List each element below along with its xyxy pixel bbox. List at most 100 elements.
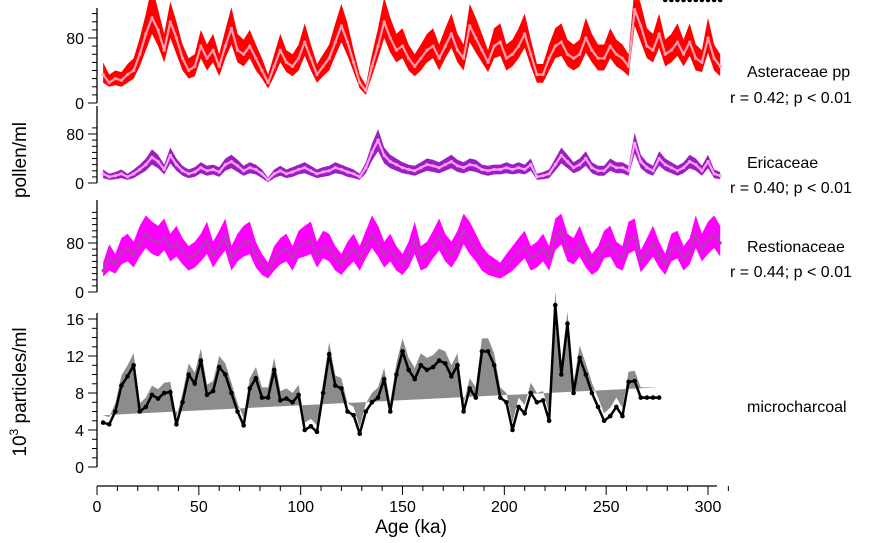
panel-asteraceae-pp: 0 80 Asteraceae pp r = 0.42; p < 0.01 <box>66 0 852 113</box>
data-point <box>168 389 173 395</box>
data-point <box>210 388 216 394</box>
panel-restionaceae: 0 80 Restionaceae r = 0.44; p < 0.01 <box>66 200 852 302</box>
series-stats: r = 0.42; p < 0.01 <box>730 90 852 107</box>
data-point <box>413 64 417 68</box>
data-point <box>552 302 558 308</box>
data-point <box>394 372 399 377</box>
data-point <box>223 235 227 239</box>
data-point <box>700 247 704 251</box>
data-point <box>339 167 343 172</box>
data-point <box>497 395 503 400</box>
data-point <box>504 166 508 170</box>
y-axis-label-charcoal-base: 10 <box>10 435 31 456</box>
data-point <box>394 48 398 52</box>
data-point <box>529 163 533 167</box>
data-point <box>528 390 534 396</box>
y-tick-label: 80 <box>66 236 84 253</box>
data-point <box>571 250 576 254</box>
data-point <box>125 73 130 77</box>
data-point <box>199 247 203 251</box>
data-point <box>462 166 466 170</box>
data-point <box>462 229 466 233</box>
data-point <box>205 238 209 242</box>
data-point <box>681 256 686 260</box>
data-point <box>540 398 546 403</box>
data-point <box>584 36 588 40</box>
data-point <box>706 36 710 40</box>
data-point <box>400 349 405 354</box>
data-point <box>260 68 264 73</box>
data-point <box>437 166 441 170</box>
data-point <box>645 250 649 254</box>
data-point <box>578 163 582 167</box>
data-point <box>254 253 258 257</box>
data-point <box>193 170 197 174</box>
data-point <box>553 163 557 167</box>
data-point <box>162 48 166 52</box>
data-point <box>510 256 515 260</box>
data-point <box>663 163 667 167</box>
data-point <box>657 156 661 161</box>
data-point <box>266 178 270 182</box>
data-point <box>700 169 704 173</box>
data-point <box>504 400 509 405</box>
data-point <box>180 56 185 60</box>
y-tick-label: 80 <box>66 127 84 144</box>
data-point <box>462 56 466 60</box>
data-point <box>565 160 570 164</box>
confidence-band <box>103 0 721 95</box>
panel-ericaceae: 0 80 Ericaceae r = 0.40; p < 0.01 <box>66 106 852 197</box>
data-point <box>467 386 473 391</box>
series-label: Ericaceae <box>747 155 818 172</box>
data-point <box>155 396 161 401</box>
data-point <box>650 395 656 400</box>
data-point <box>284 247 289 251</box>
y-tick-label: 0 <box>75 460 84 477</box>
data-point <box>693 0 699 3</box>
data-point <box>168 20 172 24</box>
data-point <box>388 36 392 40</box>
data-point <box>284 396 289 401</box>
data-point <box>431 44 435 48</box>
data-point <box>694 232 698 236</box>
data-point <box>315 172 319 176</box>
data-point <box>327 169 331 173</box>
data-point <box>474 36 478 40</box>
data-point <box>303 166 307 170</box>
data-point <box>303 241 307 245</box>
data-point <box>510 427 515 433</box>
data-point <box>113 262 117 266</box>
data-point <box>297 244 301 248</box>
data-point <box>345 409 350 414</box>
data-point <box>486 169 490 173</box>
y-tick-label: 80 <box>66 31 84 48</box>
data-point <box>614 253 618 257</box>
data-point <box>504 56 508 60</box>
data-point <box>559 40 563 44</box>
data-point <box>657 253 661 257</box>
data-point <box>333 256 337 260</box>
data-point <box>565 321 570 326</box>
data-point <box>180 250 185 254</box>
data-point <box>370 64 374 68</box>
data-point <box>455 164 460 168</box>
data-point <box>425 163 429 167</box>
data-point <box>547 172 551 176</box>
data-point <box>339 386 344 391</box>
data-point <box>510 167 515 172</box>
data-point <box>602 169 606 173</box>
data-point <box>376 44 380 48</box>
data-point <box>449 160 453 164</box>
data-point <box>491 363 497 368</box>
data-point <box>358 175 362 179</box>
data-point <box>345 170 350 174</box>
data-point <box>492 265 496 270</box>
data-point <box>455 363 460 368</box>
data-point <box>376 241 380 245</box>
data-point <box>651 241 655 245</box>
data-point <box>620 56 625 60</box>
data-point <box>272 64 276 68</box>
data-point <box>449 253 453 257</box>
data-point <box>125 247 130 251</box>
